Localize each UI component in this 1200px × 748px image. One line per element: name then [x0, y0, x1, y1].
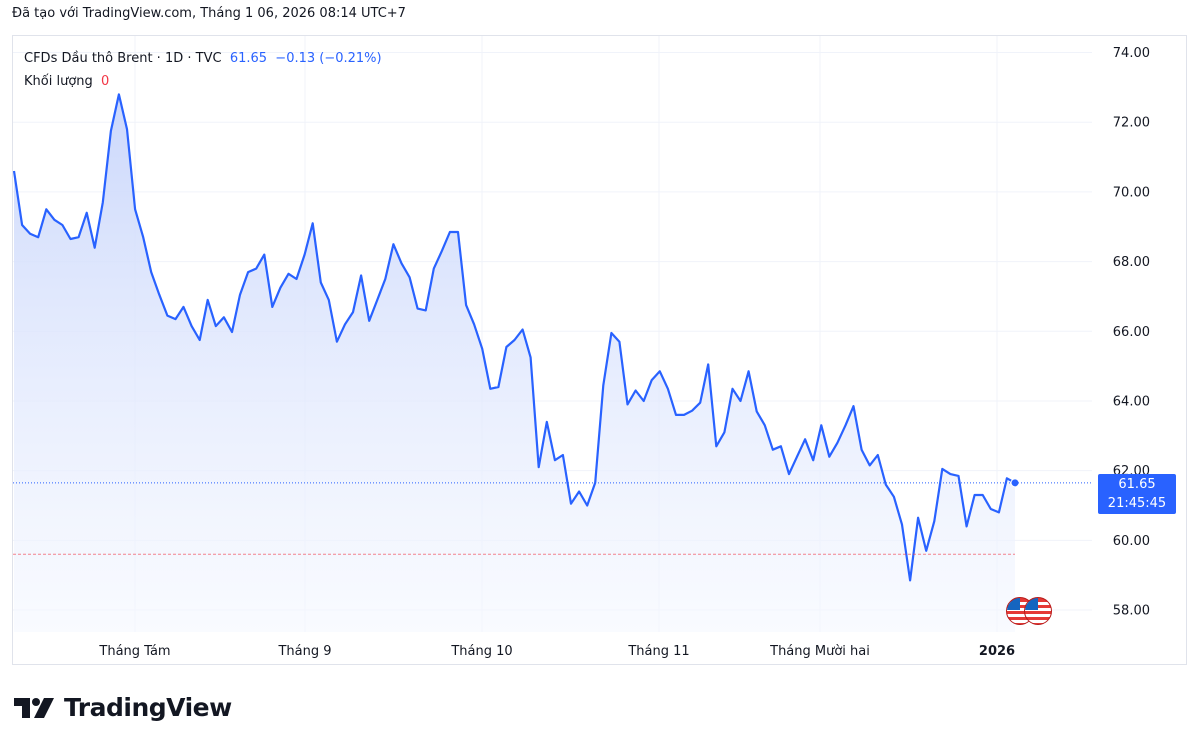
x-tick-label: Tháng 10 — [450, 644, 512, 659]
legend-last-price: 61.65 — [229, 51, 268, 66]
legend-volume-value: 0 — [101, 74, 110, 89]
y-tick-label: 74.00 — [1113, 46, 1150, 61]
last-price-tag: 61.65 21:45:45 — [1098, 474, 1176, 514]
chart-plot[interactable]: 58.0060.0062.0064.0066.0068.0070.0072.00… — [0, 0, 1200, 680]
legend-symbol: CFDs Dầu thô Brent · 1D · TVC — [24, 51, 222, 66]
us-flag-icon[interactable] — [1024, 597, 1052, 625]
reference-line — [13, 482, 1092, 555]
last-price-value: 61.65 — [1118, 477, 1156, 492]
y-tick-label: 72.00 — [1113, 116, 1150, 131]
legend-volume-row: Khối lượng 0 — [24, 70, 382, 93]
y-tick-label: 66.00 — [1113, 325, 1150, 340]
x-tick-label: Tháng Tám — [98, 644, 170, 659]
x-axis: Tháng Tám Tháng 9 Tháng 10 Tháng 11 Tháng Mư… — [98, 644, 1015, 659]
x-tick-label: Tháng 11 — [627, 644, 689, 659]
tradingview-logo[interactable]: TradingView — [14, 693, 232, 722]
y-tick-label: 60.00 — [1113, 534, 1150, 549]
brand-name: TradingView — [64, 693, 232, 722]
chart-legend: CFDs Dầu thô Brent · 1D · TVC 61.65 −0.1… — [24, 47, 382, 93]
y-axis: 58.0060.0062.0064.0066.0068.0070.0072.00… — [1113, 46, 1150, 618]
x-tick-label: Tháng 9 — [277, 644, 331, 659]
chart-frame[interactable] — [12, 35, 1187, 665]
legend-volume-label: Khối lượng — [24, 74, 93, 89]
price-line-path — [12, 93, 1016, 582]
legend-symbol-row: CFDs Dầu thô Brent · 1D · TVC 61.65 −0.1… — [24, 47, 382, 70]
y-tick-label: 68.00 — [1113, 255, 1150, 270]
chart-caption: Đã tạo với TradingView.com, Tháng 1 06, … — [12, 6, 406, 21]
bar-countdown: 21:45:45 — [1107, 496, 1167, 511]
tradingview-logo-icon — [14, 697, 54, 718]
x-tick-label: 2026 — [979, 644, 1015, 659]
legend-change: −0.13 (−0.21%) — [275, 51, 382, 66]
y-tick-label: 64.00 — [1113, 394, 1150, 409]
y-tick-label: 58.00 — [1113, 604, 1150, 619]
price-area — [14, 94, 1015, 632]
x-tick-label: Tháng Mười hai — [769, 644, 870, 659]
price-area-fill — [14, 94, 1015, 632]
y-tick-label: 70.00 — [1113, 185, 1150, 200]
